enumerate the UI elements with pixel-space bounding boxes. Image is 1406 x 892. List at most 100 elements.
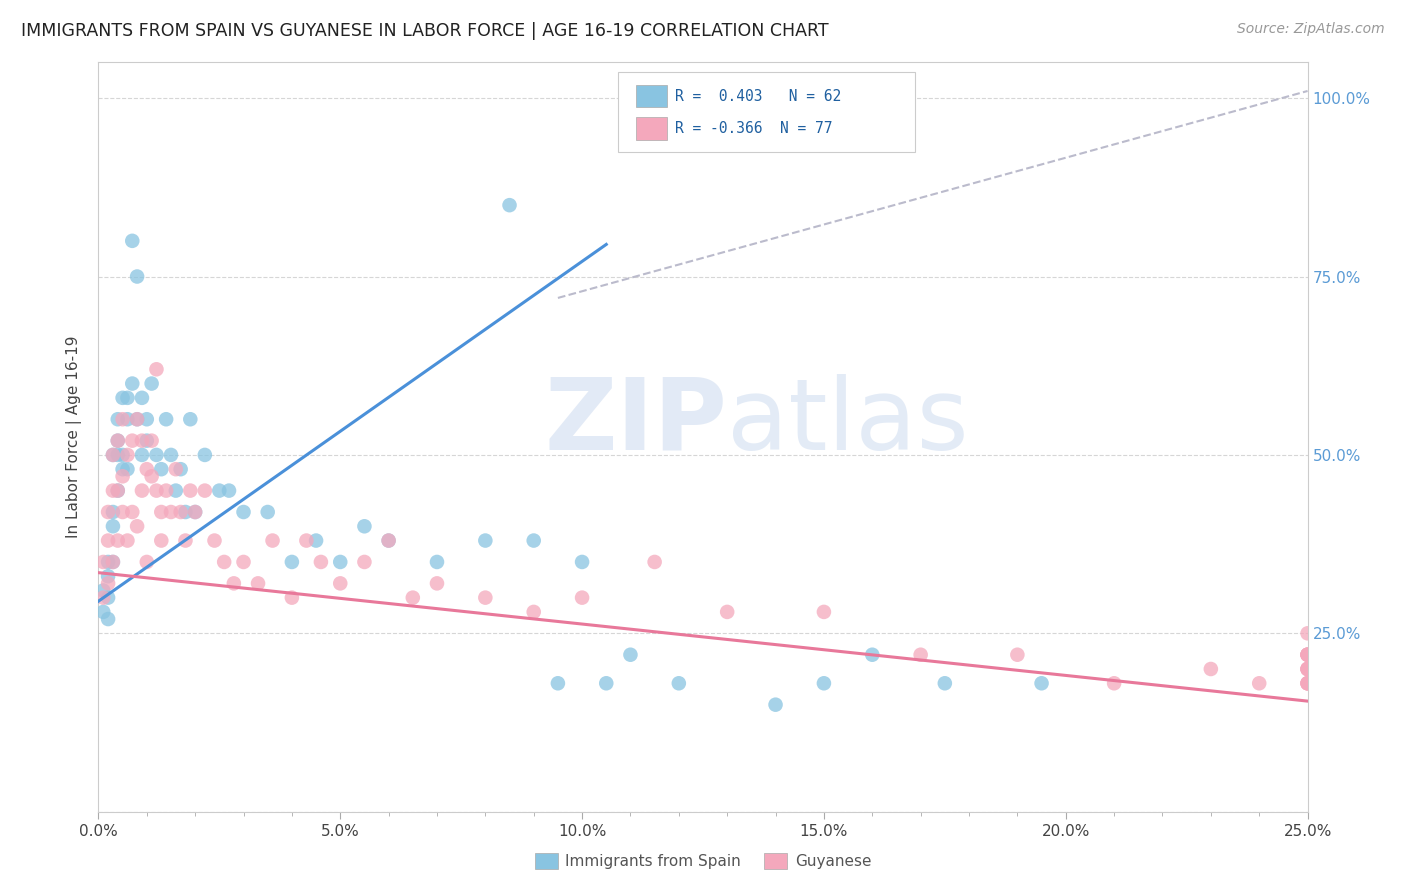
Point	[1296, 648, 1319, 662]
Point	[91, 605, 114, 619]
Point	[523, 533, 546, 548]
Point	[1296, 648, 1319, 662]
Text: ZIP: ZIP	[544, 374, 727, 471]
Point	[131, 448, 153, 462]
Point	[1296, 662, 1319, 676]
Point	[135, 434, 157, 448]
Point	[91, 583, 114, 598]
Point	[150, 462, 173, 476]
Point	[934, 676, 956, 690]
Point	[111, 462, 134, 476]
FancyBboxPatch shape	[637, 85, 666, 107]
Point	[97, 533, 120, 548]
Point	[256, 505, 278, 519]
Point	[232, 505, 254, 519]
Point	[107, 483, 129, 498]
Point	[1296, 676, 1319, 690]
Point	[101, 448, 124, 462]
Point	[1296, 648, 1319, 662]
Point	[107, 434, 129, 448]
Point	[117, 533, 139, 548]
Point	[1199, 662, 1222, 676]
Point	[218, 483, 240, 498]
Point	[107, 448, 129, 462]
Point	[1031, 676, 1053, 690]
Point	[107, 412, 129, 426]
Point	[101, 555, 124, 569]
Point	[474, 533, 496, 548]
Point	[619, 648, 641, 662]
Point	[111, 469, 134, 483]
Point	[117, 448, 139, 462]
Point	[910, 648, 932, 662]
Point	[160, 448, 183, 462]
Point	[644, 555, 666, 569]
Point	[860, 648, 883, 662]
Point	[1249, 676, 1271, 690]
Point	[377, 533, 399, 548]
Point	[101, 505, 124, 519]
Point	[426, 576, 449, 591]
Point	[1296, 662, 1319, 676]
Point	[194, 483, 217, 498]
Point	[295, 533, 318, 548]
Point	[194, 448, 217, 462]
Point	[101, 519, 124, 533]
Point	[281, 555, 304, 569]
Point	[121, 376, 143, 391]
Point	[155, 412, 177, 426]
Point	[145, 483, 167, 498]
Text: IMMIGRANTS FROM SPAIN VS GUYANESE IN LABOR FORCE | AGE 16-19 CORRELATION CHART: IMMIGRANTS FROM SPAIN VS GUYANESE IN LAB…	[21, 22, 828, 40]
Point	[101, 448, 124, 462]
Point	[97, 612, 120, 626]
Point	[222, 576, 245, 591]
Point	[121, 505, 143, 519]
Point	[813, 605, 835, 619]
Point	[111, 505, 134, 519]
Text: atlas: atlas	[727, 374, 969, 471]
Point	[204, 533, 226, 548]
Point	[127, 269, 149, 284]
Point	[309, 555, 332, 569]
Point	[145, 448, 167, 462]
Point	[1296, 648, 1319, 662]
Point	[141, 469, 163, 483]
Point	[474, 591, 496, 605]
Point	[97, 569, 120, 583]
Point	[135, 462, 157, 476]
Point	[1102, 676, 1125, 690]
Point	[141, 434, 163, 448]
Y-axis label: In Labor Force | Age 16-19: In Labor Force | Age 16-19	[66, 335, 83, 539]
Point	[169, 505, 191, 519]
Point	[121, 234, 143, 248]
Point	[353, 555, 375, 569]
Point	[97, 591, 120, 605]
Point	[1296, 626, 1319, 640]
Point	[117, 391, 139, 405]
Point	[121, 434, 143, 448]
Point	[571, 555, 593, 569]
Point	[107, 533, 129, 548]
Point	[208, 483, 231, 498]
Point	[174, 533, 197, 548]
Point	[716, 605, 738, 619]
Point	[160, 505, 183, 519]
Point	[145, 362, 167, 376]
Point	[117, 462, 139, 476]
Point	[353, 519, 375, 533]
Point	[212, 555, 235, 569]
Point	[97, 555, 120, 569]
Point	[305, 533, 328, 548]
Point	[155, 483, 177, 498]
Point	[127, 519, 149, 533]
Point	[111, 412, 134, 426]
Point	[111, 391, 134, 405]
Point	[281, 591, 304, 605]
Point	[141, 376, 163, 391]
Point	[165, 462, 187, 476]
Point	[1296, 676, 1319, 690]
Point	[1296, 662, 1319, 676]
Point	[247, 576, 270, 591]
Point	[571, 591, 593, 605]
Point	[262, 533, 284, 548]
